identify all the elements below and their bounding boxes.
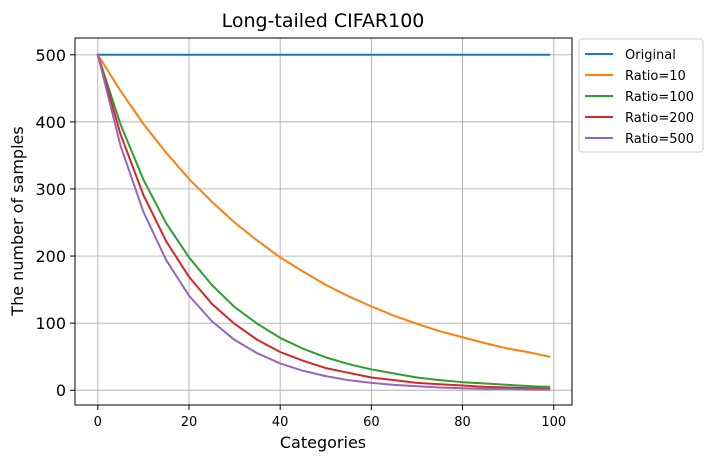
x-tick-label: 0 (94, 415, 102, 430)
series-line-ratio-100 (96, 53, 551, 388)
y-tick-label: 400 (35, 113, 66, 132)
legend-frame (578, 38, 704, 153)
legend-label-original: Original (625, 48, 676, 63)
x-tick-label: 60 (363, 415, 380, 430)
y-tick-label: 0 (56, 381, 66, 400)
legend-label-ratio-500: Ratio=500 (625, 132, 694, 147)
series-line-ratio-200 (96, 53, 551, 390)
plot-area-frame (74, 37, 573, 406)
x-tick-label: 80 (454, 415, 471, 430)
axis-ticks: 0 20 40 60 80 100 0 100 200 300 400 500 (35, 46, 566, 430)
y-axis-label: The number of samples (8, 126, 27, 316)
chart-title: Long-tailed CIFAR100 (222, 10, 425, 32)
series-line-ratio-10 (96, 53, 551, 358)
y-tick-label: 200 (35, 247, 66, 266)
x-tick-label: 20 (181, 415, 198, 430)
legend-label-ratio-100: Ratio=100 (625, 90, 694, 105)
grid (75, 38, 572, 405)
legend-label-ratio-200: Ratio=200 (625, 111, 694, 126)
y-tick-label: 300 (35, 180, 66, 199)
y-tick-label: 500 (35, 46, 66, 65)
x-tick-label: 40 (272, 415, 289, 430)
series-lines (96, 53, 551, 391)
x-tick-label: 100 (541, 415, 566, 430)
legend: Original Ratio=10 Ratio=100 Ratio=200 Ratio=… (578, 38, 704, 153)
x-axis-label: Categories (280, 433, 366, 452)
y-tick-label: 100 (35, 314, 66, 333)
legend-label-ratio-10: Ratio=10 (625, 69, 686, 84)
series-line-ratio-500 (96, 53, 551, 391)
